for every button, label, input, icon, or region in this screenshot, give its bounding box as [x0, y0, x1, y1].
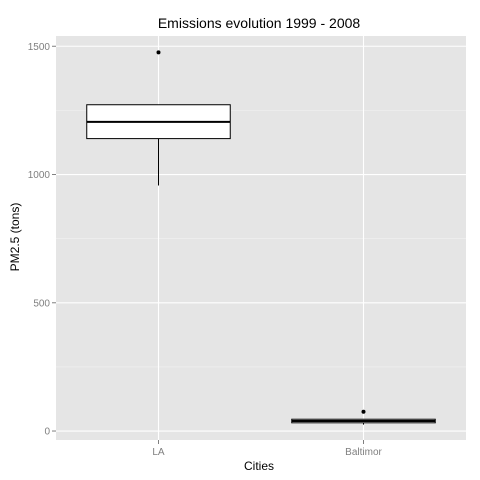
- box-la: [86, 50, 231, 186]
- plot-panel: [56, 36, 466, 440]
- outlier-point: [361, 409, 366, 414]
- y-axis-title: PM2.5 (tons): [8, 203, 22, 272]
- chart-title: Emissions evolution 1999 - 2008: [158, 15, 361, 31]
- y-tick-label: 0: [44, 427, 50, 438]
- y-tick-label: 1000: [28, 170, 51, 181]
- x-axis-title: Cities: [244, 459, 274, 473]
- x-tick-label: Baltimor: [345, 447, 382, 458]
- x-tick-label: LA: [152, 447, 165, 458]
- outlier-point: [156, 50, 161, 55]
- box-baltimor: [291, 409, 436, 425]
- y-tick-label: 1500: [28, 42, 51, 53]
- y-tick-label: 500: [33, 298, 50, 309]
